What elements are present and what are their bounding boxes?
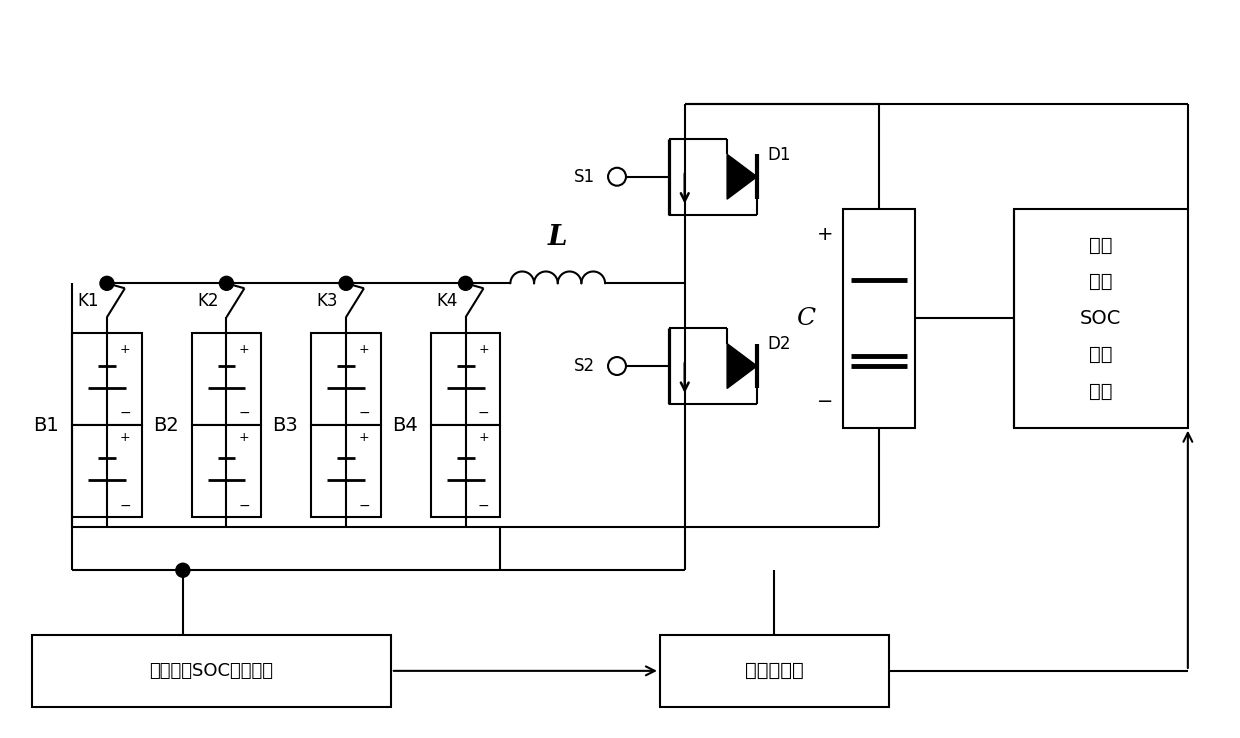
Text: −: − <box>238 407 250 421</box>
Text: −: − <box>477 498 490 512</box>
Bar <box>32 635 391 707</box>
Text: 电容: 电容 <box>1089 272 1112 292</box>
Bar <box>72 425 141 517</box>
Bar <box>72 333 141 425</box>
Text: +: + <box>119 342 130 356</box>
Text: −: − <box>119 498 130 512</box>
Text: 监测: 监测 <box>1089 345 1112 365</box>
Circle shape <box>219 276 233 290</box>
Text: K4: K4 <box>436 292 458 310</box>
Text: L: L <box>548 224 568 252</box>
Bar <box>192 425 262 517</box>
Text: B1: B1 <box>33 415 60 435</box>
Polygon shape <box>727 154 756 199</box>
Bar <box>430 333 501 425</box>
Bar <box>660 635 889 707</box>
Bar <box>430 425 501 517</box>
Bar <box>311 425 381 517</box>
Circle shape <box>608 168 626 186</box>
Polygon shape <box>727 344 756 388</box>
Text: K2: K2 <box>197 292 218 310</box>
Bar <box>311 333 381 425</box>
Text: D2: D2 <box>768 335 791 353</box>
Text: −: − <box>358 407 370 421</box>
Text: −: − <box>817 392 833 411</box>
Text: 智能控制器: 智能控制器 <box>745 661 804 680</box>
Text: +: + <box>239 342 249 356</box>
Circle shape <box>339 276 353 290</box>
Circle shape <box>608 357 626 375</box>
Bar <box>1013 209 1188 428</box>
Text: +: + <box>479 342 489 356</box>
Text: K1: K1 <box>77 292 99 310</box>
Circle shape <box>459 276 472 290</box>
Circle shape <box>176 563 190 577</box>
Text: 超级: 超级 <box>1089 235 1112 255</box>
Text: −: − <box>238 498 250 512</box>
Text: D1: D1 <box>768 146 791 164</box>
Text: K3: K3 <box>316 292 339 310</box>
Text: +: + <box>479 431 489 444</box>
Text: +: + <box>239 431 249 444</box>
Text: +: + <box>358 342 370 356</box>
Text: B3: B3 <box>273 415 298 435</box>
Text: S1: S1 <box>574 168 595 186</box>
Text: +: + <box>358 431 370 444</box>
Bar <box>843 209 915 428</box>
Text: 电路: 电路 <box>1089 382 1112 401</box>
Text: S2: S2 <box>574 357 595 375</box>
Text: 蓄电池组SOC监测电路: 蓄电池组SOC监测电路 <box>150 662 274 680</box>
Text: SOC: SOC <box>1080 308 1121 328</box>
Text: B2: B2 <box>153 415 179 435</box>
Text: B4: B4 <box>392 415 418 435</box>
Text: C: C <box>796 307 815 330</box>
Text: −: − <box>358 498 370 512</box>
Text: −: − <box>477 407 490 421</box>
Circle shape <box>100 276 114 290</box>
Text: +: + <box>817 225 833 244</box>
Bar <box>192 333 262 425</box>
Text: −: − <box>119 407 130 421</box>
Text: +: + <box>119 431 130 444</box>
